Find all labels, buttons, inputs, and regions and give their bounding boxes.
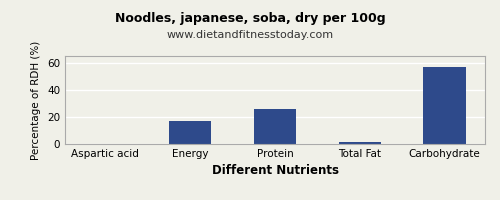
Y-axis label: Percentage of RDH (%): Percentage of RDH (%) xyxy=(32,40,42,160)
Bar xyxy=(169,121,212,144)
Text: Noodles, japanese, soba, dry per 100g: Noodles, japanese, soba, dry per 100g xyxy=(114,12,386,25)
Text: www.dietandfitnesstoday.com: www.dietandfitnesstoday.com xyxy=(166,30,334,40)
Bar xyxy=(424,67,466,144)
Bar xyxy=(338,142,381,144)
Bar xyxy=(254,109,296,144)
X-axis label: Different Nutrients: Different Nutrients xyxy=(212,164,338,177)
